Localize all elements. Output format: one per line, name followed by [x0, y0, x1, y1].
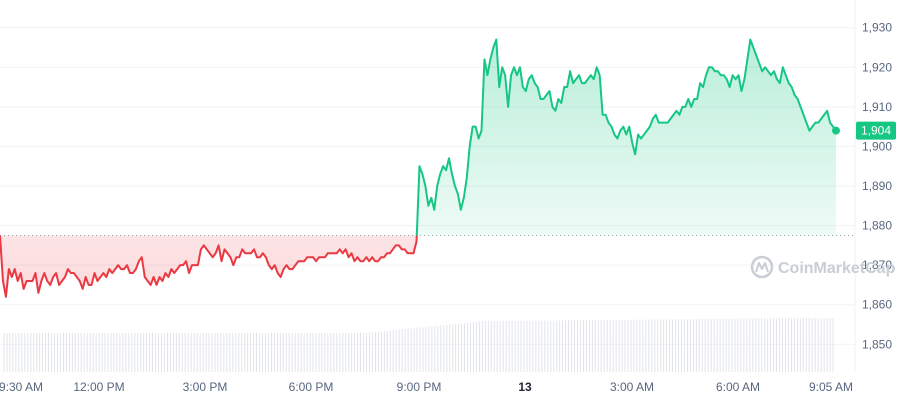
- last-price-dot: [832, 126, 840, 135]
- y-tick-label: 1,890: [862, 179, 892, 193]
- x-tick-label: 9:05 AM: [809, 380, 853, 394]
- volume-bars: [3, 318, 834, 372]
- y-tick-label: 1,860: [862, 298, 892, 312]
- y-tick-label: 1,880: [862, 219, 892, 233]
- y-tick-label: 1,920: [862, 60, 892, 74]
- price-line-down: [0, 235, 418, 298]
- x-tick-label: 9:00 PM: [397, 380, 442, 394]
- x-tick-label: 3:00 AM: [610, 380, 654, 394]
- y-tick-label: 1,900: [862, 139, 892, 153]
- x-tick-label: 6:00 PM: [289, 380, 334, 394]
- y-tick-label: 1,910: [862, 100, 892, 114]
- price-tag-label: 1,904: [861, 124, 891, 138]
- coinmarketcap-logo-mark: [755, 262, 769, 273]
- y-tick-label: 1,930: [862, 21, 892, 35]
- x-tick-label: 9:30 AM: [0, 380, 43, 394]
- watermark-text: CoinMarketCap: [778, 260, 896, 277]
- watermark: CoinMarketCap: [750, 255, 896, 279]
- x-tick-label: 3:00 PM: [183, 380, 228, 394]
- area-up: [416, 39, 836, 236]
- x-tick-label: 13: [518, 380, 532, 394]
- x-tick-label: 6:00 AM: [716, 380, 760, 394]
- y-tick-label: 1,870: [862, 258, 892, 272]
- price-line-up: [0, 38, 837, 236]
- price-tag: [856, 121, 896, 140]
- y-tick-label: 1,850: [862, 337, 892, 351]
- x-tick-label: 12:00 PM: [73, 380, 124, 394]
- coinmarketcap-logo-icon: [750, 255, 774, 279]
